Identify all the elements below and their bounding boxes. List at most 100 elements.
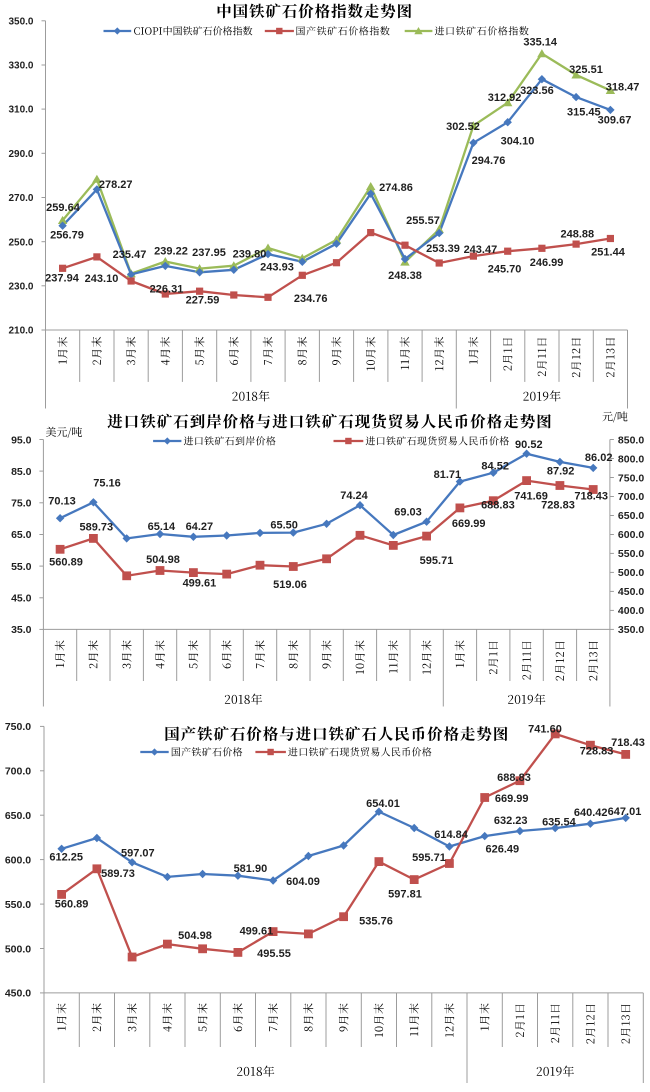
svg-text:274.86: 274.86 xyxy=(379,182,413,194)
svg-text:550.0: 550.0 xyxy=(5,899,31,911)
svg-text:647.01: 647.01 xyxy=(608,806,642,818)
svg-text:323.56: 323.56 xyxy=(520,85,554,97)
svg-text:304.10: 304.10 xyxy=(501,136,535,148)
svg-text:330.0: 330.0 xyxy=(8,61,33,72)
svg-text:69.03: 69.03 xyxy=(394,506,422,518)
svg-text:90.52: 90.52 xyxy=(515,439,543,451)
svg-text:248.38: 248.38 xyxy=(388,270,422,282)
svg-text:234.76: 234.76 xyxy=(294,293,328,305)
svg-text:450.0: 450.0 xyxy=(5,988,31,1000)
svg-text:255.57: 255.57 xyxy=(406,215,440,227)
svg-text:55.0: 55.0 xyxy=(11,561,32,573)
svg-text:500.0: 500.0 xyxy=(5,943,31,955)
svg-text:595.71: 595.71 xyxy=(412,852,446,864)
svg-text:315.45: 315.45 xyxy=(567,107,601,119)
svg-text:612.25: 612.25 xyxy=(49,852,83,864)
svg-text:750.0: 750.0 xyxy=(5,721,31,733)
svg-text:318.47: 318.47 xyxy=(606,82,640,94)
svg-text:640.42: 640.42 xyxy=(574,807,608,819)
svg-text:245.70: 245.70 xyxy=(488,264,522,276)
svg-text:614.84: 614.84 xyxy=(434,829,469,841)
svg-text:87.92: 87.92 xyxy=(547,466,575,478)
svg-text:560.89: 560.89 xyxy=(49,556,83,568)
svg-text:227.59: 227.59 xyxy=(186,295,220,307)
svg-text:500.0: 500.0 xyxy=(618,567,644,579)
svg-text:248.88: 248.88 xyxy=(560,229,594,241)
svg-text:239.22: 239.22 xyxy=(154,246,188,258)
svg-text:688.83: 688.83 xyxy=(481,499,515,511)
svg-text:278.27: 278.27 xyxy=(99,179,133,191)
svg-text:45.0: 45.0 xyxy=(11,593,32,605)
svg-text:350.0: 350.0 xyxy=(618,624,644,636)
svg-text:310.0: 310.0 xyxy=(8,105,33,116)
svg-text:519.06: 519.06 xyxy=(273,579,307,591)
svg-text:230.0: 230.0 xyxy=(8,281,33,292)
svg-text:270.0: 270.0 xyxy=(8,193,33,204)
svg-text:669.99: 669.99 xyxy=(452,518,486,530)
svg-text:75.0: 75.0 xyxy=(11,498,32,510)
svg-text:237.95: 237.95 xyxy=(192,247,226,259)
svg-text:597.07: 597.07 xyxy=(121,847,155,859)
svg-text:741.60: 741.60 xyxy=(528,724,562,736)
svg-text:243.93: 243.93 xyxy=(260,262,294,274)
svg-text:309.67: 309.67 xyxy=(598,115,632,127)
svg-text:81.71: 81.71 xyxy=(434,469,462,481)
svg-text:635.54: 635.54 xyxy=(542,817,577,829)
svg-text:595.71: 595.71 xyxy=(420,555,454,567)
svg-text:650.0: 650.0 xyxy=(5,810,31,822)
svg-text:700.0: 700.0 xyxy=(5,766,31,778)
svg-text:237.94: 237.94 xyxy=(45,272,80,284)
svg-text:243.47: 243.47 xyxy=(464,244,498,256)
svg-text:718.43: 718.43 xyxy=(574,491,608,503)
svg-text:251.44: 251.44 xyxy=(591,246,626,258)
svg-text:654.01: 654.01 xyxy=(366,798,400,810)
svg-text:741.69: 741.69 xyxy=(514,491,548,503)
svg-text:750.0: 750.0 xyxy=(618,472,644,484)
svg-text:495.55: 495.55 xyxy=(257,948,291,960)
svg-text:75.16: 75.16 xyxy=(93,478,121,490)
svg-text:718.43: 718.43 xyxy=(611,737,645,749)
svg-text:84.52: 84.52 xyxy=(481,460,509,472)
svg-text:688.83: 688.83 xyxy=(497,772,531,784)
svg-text:70.13: 70.13 xyxy=(48,496,76,508)
svg-text:86.02: 86.02 xyxy=(585,452,613,464)
svg-text:312.92: 312.92 xyxy=(488,92,522,104)
svg-text:581.90: 581.90 xyxy=(234,863,268,875)
svg-text:600.0: 600.0 xyxy=(5,854,31,866)
svg-text:259.64: 259.64 xyxy=(46,202,81,214)
svg-text:65.50: 65.50 xyxy=(270,519,298,531)
svg-text:74.24: 74.24 xyxy=(340,490,368,502)
svg-text:65.14: 65.14 xyxy=(148,521,176,533)
svg-text:728.83: 728.83 xyxy=(541,499,575,511)
svg-text:504.98: 504.98 xyxy=(146,554,180,566)
svg-text:250.0: 250.0 xyxy=(8,237,33,248)
svg-text:700.0: 700.0 xyxy=(618,491,644,503)
svg-text:256.79: 256.79 xyxy=(50,230,84,242)
svg-text:95.0: 95.0 xyxy=(11,434,32,446)
svg-text:253.39: 253.39 xyxy=(426,243,460,255)
svg-text:246.99: 246.99 xyxy=(530,257,564,269)
svg-text:294.76: 294.76 xyxy=(472,155,506,167)
svg-text:650.0: 650.0 xyxy=(618,510,644,522)
svg-text:560.89: 560.89 xyxy=(55,899,89,911)
svg-text:65.0: 65.0 xyxy=(11,529,32,541)
svg-text:589.73: 589.73 xyxy=(101,868,135,880)
svg-text:85.0: 85.0 xyxy=(11,466,32,478)
svg-text:335.14: 335.14 xyxy=(523,36,558,48)
svg-text:400.0: 400.0 xyxy=(618,605,644,617)
svg-text:604.09: 604.09 xyxy=(286,876,320,888)
svg-text:290.0: 290.0 xyxy=(8,149,33,160)
svg-text:239.80: 239.80 xyxy=(233,249,267,261)
svg-text:210.0: 210.0 xyxy=(8,326,33,337)
svg-text:850.0: 850.0 xyxy=(618,434,644,446)
svg-text:550.0: 550.0 xyxy=(618,548,644,560)
svg-text:499.61: 499.61 xyxy=(240,926,274,938)
svg-text:632.23: 632.23 xyxy=(494,815,528,827)
svg-text:302.52: 302.52 xyxy=(446,121,480,133)
svg-text:589.73: 589.73 xyxy=(79,521,113,533)
svg-text:535.76: 535.76 xyxy=(359,916,393,928)
svg-text:226.31: 226.31 xyxy=(150,284,184,296)
svg-text:325.51: 325.51 xyxy=(569,64,603,76)
svg-text:504.98: 504.98 xyxy=(178,930,212,942)
svg-text:728.83: 728.83 xyxy=(580,746,614,758)
